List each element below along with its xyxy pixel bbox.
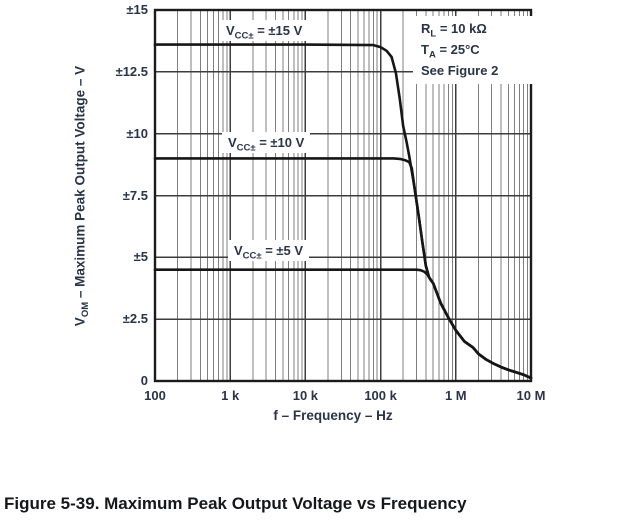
x-tick-label: 10 k — [292, 388, 319, 403]
curve-label-rest: = ±10 V — [255, 135, 305, 150]
condition-see-figure: See Figure 2 — [421, 63, 499, 78]
curve-label-sub: CC± — [234, 30, 254, 42]
curve-label-rest: = ±5 V — [261, 243, 304, 258]
curve-VCC± = ±15 V — [153, 43, 533, 380]
y-tick-label: ±15 — [126, 2, 148, 17]
curve-label-vcc-10v: VCC± = ±10 V — [222, 132, 311, 154]
condition-load-resistance: RL = 10 kΩ — [421, 18, 533, 39]
curve-VCC± = ±5 V — [153, 268, 533, 380]
y-axis-title: VOM – Maximum Peak Output Voltage – V — [72, 65, 92, 327]
curve-label-sub: CC± — [236, 142, 256, 154]
y-tick-label: ±2.5 — [122, 311, 148, 327]
y-axis-title-subscript: OM — [80, 301, 92, 318]
condition-subscript: A — [428, 49, 436, 61]
curve-label-vcc-15v: VCC± = ±15 V — [220, 20, 309, 42]
curve-label-base: V — [234, 243, 243, 258]
x-tick-label: 10 M — [516, 388, 546, 403]
y-tick-label: 0 — [140, 373, 148, 388]
y-axis-title-symbol: V — [72, 317, 88, 327]
curve-label-base: V — [226, 23, 235, 38]
curve-label-sub: CC± — [242, 250, 262, 262]
condition-subscript: L — [430, 28, 437, 40]
figure-caption: Figure 5-39. Maximum Peak Output Voltage… — [4, 494, 467, 513]
y-axis-title-text: – Maximum Peak Output Voltage – V — [72, 65, 88, 302]
x-tick-label: 1 k — [221, 388, 240, 403]
condition-value: = 25°C — [435, 42, 480, 57]
curve-label-rest: = ±15 V — [253, 23, 303, 38]
condition-temperature: TA = 25°C — [421, 39, 533, 60]
x-tick-label: 100 k — [364, 388, 397, 403]
y-tick-label: ±5 — [133, 249, 148, 265]
condition-value: = 10 kΩ — [436, 21, 487, 36]
y-tick-label: ±10 — [126, 125, 148, 141]
condition-symbol: T — [421, 42, 429, 57]
conditions-box: RL = 10 kΩ TA = 25°C See Figure 2 — [413, 16, 533, 84]
curve-VCC± = ±10 V — [153, 157, 533, 380]
x-tick-label: 1 M — [444, 388, 467, 403]
y-tick-label: ±12.5 — [115, 63, 148, 79]
curve-label-base: V — [228, 135, 237, 150]
curve-label-vcc-5v: VCC± = ±5 V — [228, 240, 310, 262]
x-axis-title: f – Frequency – Hz — [273, 408, 393, 423]
chart-canvas — [153, 8, 533, 383]
x-tick-label: 100 — [144, 388, 166, 403]
condition-symbol: R — [421, 21, 431, 36]
y-tick-label: ±7.5 — [122, 187, 148, 203]
